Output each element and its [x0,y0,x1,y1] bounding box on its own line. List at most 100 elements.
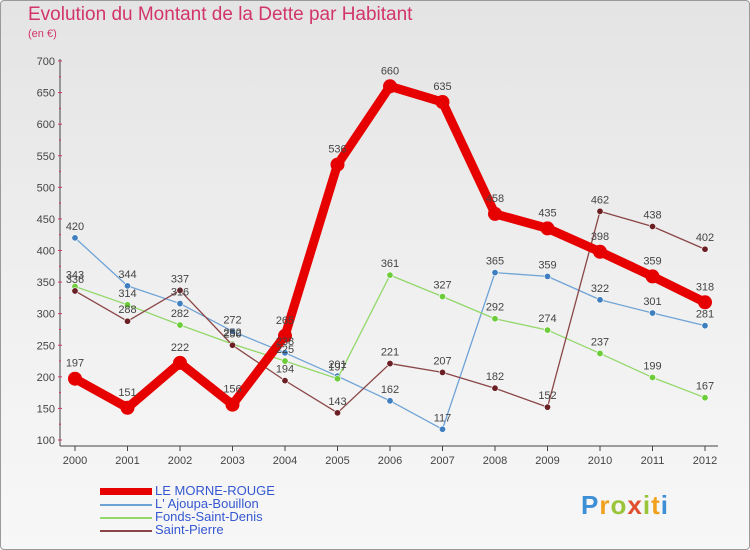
y-tick-label: 250 [37,340,55,352]
data-label: 402 [696,232,714,244]
data-point [596,349,604,357]
data-point [543,272,551,280]
data-label: 197 [328,362,346,374]
data-label: 462 [591,194,609,206]
data-point [333,409,341,417]
data-point [229,327,237,335]
data-point [281,377,289,385]
data-point [701,322,709,330]
data-label: 288 [118,304,136,316]
data-point [124,282,132,290]
data-label: 660 [381,65,399,77]
brand-letter: i [660,490,669,520]
x-tick-label: 2009 [535,455,559,467]
x-tick-label: 2012 [693,455,717,467]
data-point [543,403,551,411]
data-label: 207 [433,355,451,367]
data-point [543,326,551,334]
data-point [71,287,79,295]
x-tick-label: 2010 [588,455,612,467]
data-point [645,269,660,284]
data-point [596,207,604,215]
data-label: 167 [696,381,714,393]
chart-axes: 100 150 200 250 300 350 400 450 500 550 600 650 700 2… [37,56,718,467]
data-point [438,368,446,376]
x-tick-label: 2002 [168,455,192,467]
data-label: 281 [696,309,714,321]
data-point [176,286,184,294]
data-label: 536 [328,144,346,156]
series-3 [71,207,709,417]
data-label: 365 [486,256,504,268]
data-label: 265 [276,315,294,327]
y-tick-label: 350 [37,277,55,289]
data-point [281,349,289,357]
data-label: 282 [171,308,189,320]
y-tick-label: 100 [37,435,55,447]
data-point [386,360,394,368]
data-label: 199 [643,360,661,372]
data-label: 252 [223,327,241,339]
data-label: 301 [643,296,661,308]
data-point [330,157,345,172]
data-point [386,271,394,279]
brand-letter: t [651,490,661,520]
data-label: 152 [538,390,556,402]
y-tick-label: 700 [37,56,55,68]
data-label: 222 [171,342,189,354]
data-label: 635 [433,81,451,93]
legend-swatch [100,530,152,532]
y-tick-label: 650 [37,88,55,100]
legend-label: LE MORNE-ROUGE [155,483,275,498]
data-point [278,328,292,343]
legend-label: Saint-Pierre [155,522,224,537]
data-point [648,309,656,317]
series-0 [68,79,712,415]
data-label: 322 [591,283,609,295]
brand-letter: r [599,490,611,520]
data-label: 272 [223,314,241,326]
x-tick-label: 2007 [430,455,454,467]
data-label: 361 [381,258,399,270]
data-point [491,269,499,277]
y-tick-label: 150 [37,403,55,415]
data-point [491,315,499,323]
data-point [176,321,184,329]
data-point [701,394,709,402]
data-point [386,397,394,405]
data-point [173,355,187,370]
data-label: 318 [696,281,714,293]
data-point [698,295,712,310]
data-label: 201 [328,359,346,371]
data-label: 162 [381,384,399,396]
data-label: 250 [223,328,241,340]
data-label: 151 [118,387,136,399]
brand-letter: o [610,490,628,520]
chart-subtitle: (en €) [28,28,57,40]
data-point [120,400,135,415]
data-label: 420 [66,221,84,233]
data-point [438,425,446,433]
data-label: 292 [486,302,504,314]
data-point [488,206,502,221]
data-point [540,221,555,236]
y-tick-label: 400 [37,246,55,258]
data-label: 314 [118,288,136,300]
brand-logo: Proxiti [581,490,669,521]
x-tick-label: 2005 [325,455,349,467]
legend-label: Fonds-Saint-Denis [155,509,263,524]
data-point [438,293,446,301]
data-point [229,341,237,349]
series-layer: 420 344 316 272 238 201 162 117 365 359 322 301 281 3… [66,65,714,433]
data-label: 156 [223,384,241,396]
data-label: 435 [538,207,556,219]
data-point [281,357,289,365]
data-point [435,95,450,110]
data-label: 117 [434,412,452,424]
y-tick-label: 200 [37,372,55,384]
data-label: 327 [433,280,451,292]
legend-swatch [100,488,152,495]
data-point [333,375,341,383]
